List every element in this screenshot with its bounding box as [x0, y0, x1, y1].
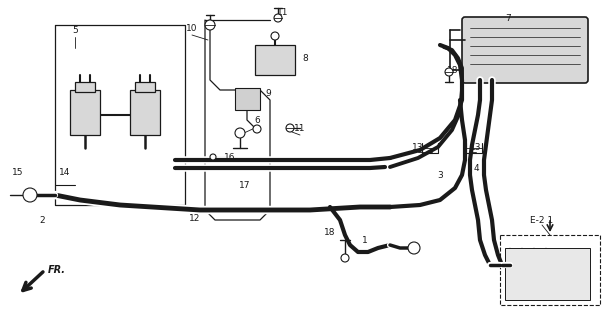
Text: 16: 16	[224, 153, 236, 162]
Text: 15: 15	[12, 167, 24, 177]
Bar	[70, 90, 100, 135]
Circle shape	[274, 14, 282, 22]
Text: 3: 3	[437, 171, 443, 180]
Text: 14: 14	[59, 167, 70, 177]
Text: 5: 5	[72, 26, 78, 35]
Bar	[75, 82, 95, 92]
Text: 13: 13	[470, 142, 482, 151]
Text: E-2 1: E-2 1	[530, 215, 554, 225]
Circle shape	[341, 254, 349, 262]
Circle shape	[235, 128, 245, 138]
Text: 6: 6	[254, 116, 260, 124]
Bar	[500, 235, 600, 305]
Circle shape	[23, 188, 37, 202]
Text: 18: 18	[447, 66, 459, 75]
Circle shape	[205, 20, 215, 30]
Text: 11: 11	[277, 7, 289, 17]
Bar	[255, 45, 295, 75]
Bar	[135, 82, 155, 92]
Bar	[235, 88, 260, 110]
Bar	[130, 90, 160, 135]
Text: 2: 2	[39, 215, 45, 225]
Text: 1: 1	[362, 236, 368, 244]
Text: 9: 9	[265, 89, 271, 98]
Circle shape	[253, 125, 261, 133]
Text: 4: 4	[473, 164, 479, 172]
Circle shape	[445, 68, 453, 76]
Text: 8: 8	[302, 53, 308, 62]
Text: 11: 11	[294, 124, 306, 132]
Bar	[505, 248, 590, 300]
Circle shape	[286, 124, 294, 132]
Text: FR.: FR.	[48, 265, 66, 275]
Text: 18: 18	[324, 228, 336, 236]
Text: 10: 10	[186, 23, 198, 33]
FancyBboxPatch shape	[462, 17, 588, 83]
Circle shape	[271, 32, 279, 40]
Circle shape	[408, 242, 420, 254]
Text: 13: 13	[413, 142, 424, 151]
Text: 7: 7	[505, 13, 511, 22]
Text: 17: 17	[239, 180, 251, 189]
Circle shape	[210, 154, 216, 160]
Text: 12: 12	[189, 213, 200, 222]
